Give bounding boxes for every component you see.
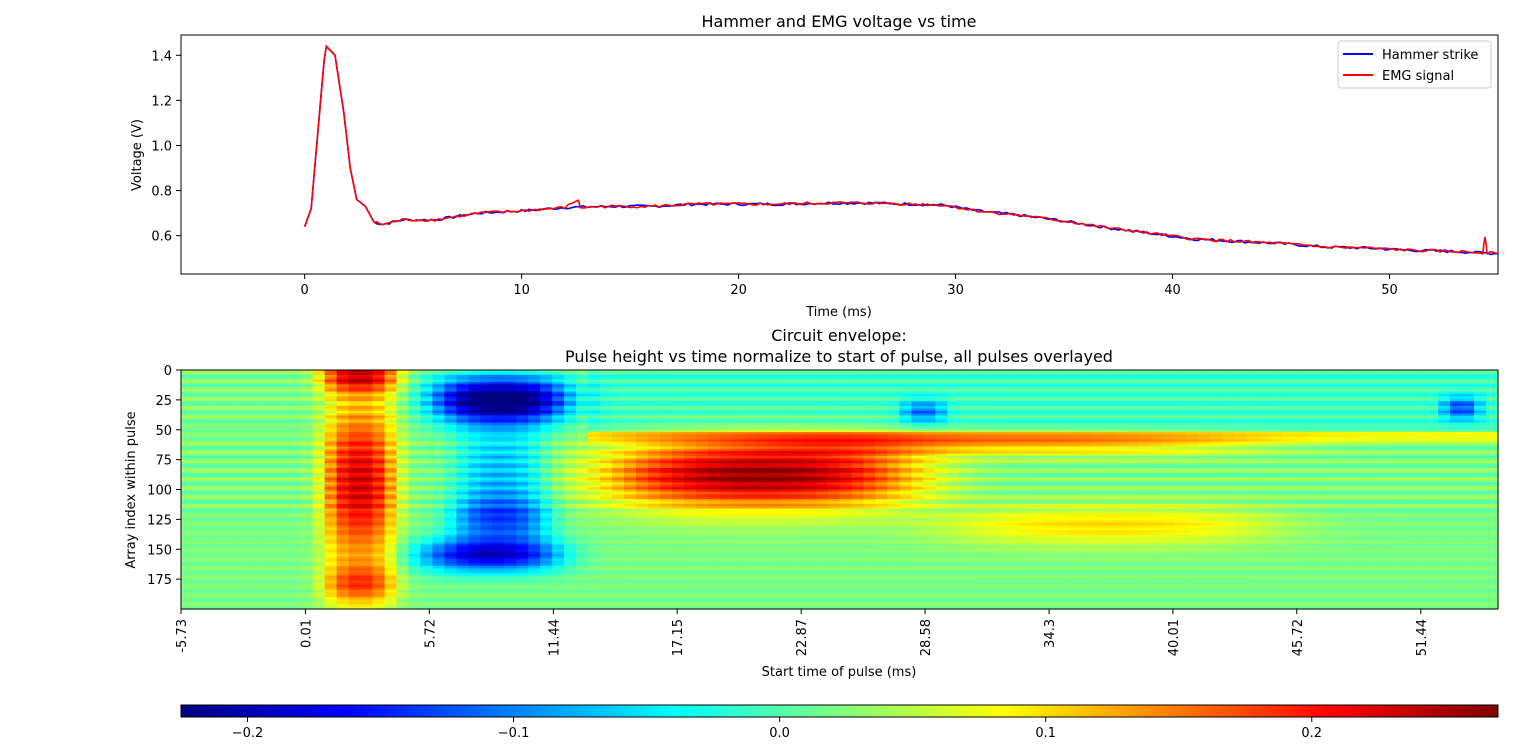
x-tick-label: 50: [1381, 283, 1398, 298]
legend: Hammer strike EMG signal: [1338, 41, 1491, 88]
line-chart-y-axis: 0.6 0.8 1.0 1.2 1.4: [151, 49, 181, 244]
y-tick-label: 0.6: [151, 230, 172, 245]
line-chart-x-axis: 0 10 20 30 40 50: [301, 274, 1398, 298]
x-tick-label: 0: [301, 283, 309, 298]
x-tick-label: 40: [1164, 283, 1181, 298]
y-tick-label: 1.0: [151, 139, 172, 154]
line-chart-ylabel: Voltage (V): [130, 119, 145, 191]
heatmap-chart: Circuit envelope: Pulse height vs time n…: [124, 326, 1499, 680]
heatmap-title: Circuit envelope:: [771, 326, 907, 345]
x-tick-label: 30: [947, 283, 964, 298]
heatmap-subtitle: Pulse height vs time normalize to start …: [565, 347, 1113, 366]
y-tick-label: 1.4: [151, 49, 172, 64]
legend-label-hammer: Hammer strike: [1382, 48, 1478, 63]
line-chart-plot-area: [181, 35, 1498, 274]
x-tick-label: 20: [730, 283, 747, 298]
line-chart-title: Hammer and EMG voltage vs time: [701, 12, 976, 31]
line-chart: Hammer and EMG voltage vs time 0 10 20 30 40…: [130, 12, 1498, 320]
y-tick-label: 0.8: [151, 185, 172, 200]
heatmap-cells: [181, 370, 1499, 610]
y-tick-label: 1.2: [151, 94, 172, 109]
line-chart-xlabel: Time (ms): [805, 305, 872, 320]
x-tick-label: 10: [513, 283, 530, 298]
legend-label-emg: EMG signal: [1382, 69, 1454, 84]
